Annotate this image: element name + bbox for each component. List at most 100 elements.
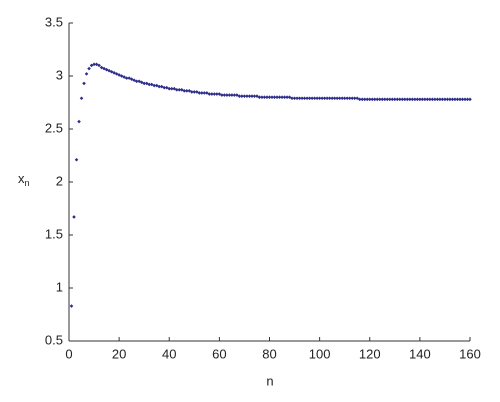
data-point: [164, 85, 169, 90]
data-point: [187, 89, 192, 93]
data-point: [443, 97, 447, 102]
data-point: [184, 89, 189, 93]
x-tick-label: 0: [65, 346, 72, 361]
data-point: [197, 91, 202, 95]
data-point: [182, 89, 187, 93]
data-point: [250, 94, 254, 98]
y-tick-label: 3: [56, 67, 63, 82]
data-point: [375, 97, 380, 102]
data-point: [342, 96, 347, 101]
data-point: [332, 96, 337, 101]
data-point: [340, 96, 344, 101]
data-point: [418, 97, 422, 102]
data-point: [352, 96, 357, 101]
x-tick-label: 160: [459, 346, 481, 361]
data-point: [72, 215, 76, 219]
data-point: [458, 97, 462, 102]
data-point: [275, 95, 279, 99]
data-point: [377, 97, 382, 102]
data-point: [322, 96, 327, 101]
data-point: [87, 66, 91, 71]
data-point: [423, 97, 427, 102]
data-point: [362, 97, 367, 102]
data-point: [300, 96, 304, 101]
y-tick-label: 1: [56, 279, 63, 294]
data-point: [127, 76, 131, 80]
data-point: [302, 96, 307, 101]
data-point: [460, 97, 465, 102]
data-point: [157, 84, 162, 89]
data-point: [282, 95, 287, 99]
data-point: [415, 97, 420, 102]
data-point: [280, 95, 284, 99]
data-point: [335, 96, 339, 101]
data-point: [435, 97, 440, 102]
data-point: [367, 97, 372, 102]
data-point: [79, 96, 84, 101]
data-point: [430, 97, 435, 102]
data-point: [74, 157, 79, 162]
data-point: [312, 96, 317, 101]
y-tick-label: 1.5: [45, 226, 63, 241]
data-point: [97, 63, 101, 68]
y-tick-label: 3.5: [45, 14, 63, 29]
data-point: [190, 90, 194, 94]
data-point: [297, 96, 302, 101]
data-point: [295, 96, 299, 101]
data-point: [382, 97, 387, 102]
data-point: [290, 96, 294, 101]
data-point: [242, 94, 247, 98]
data-point: [252, 94, 257, 98]
data-point: [292, 96, 297, 101]
data-point: [347, 96, 352, 101]
data-point: [468, 97, 472, 102]
data-point: [240, 94, 244, 98]
data-point: [149, 82, 154, 87]
data-point: [272, 95, 277, 99]
data-point: [403, 97, 407, 102]
y-tick-label: 2: [56, 173, 63, 188]
data-point: [265, 95, 269, 99]
data-point: [393, 97, 397, 102]
data-point: [77, 119, 81, 124]
data-point: [232, 93, 237, 97]
data-point: [372, 97, 377, 102]
data-point: [453, 97, 457, 102]
data-point: [245, 94, 249, 98]
data-point: [92, 62, 96, 67]
data-point: [142, 81, 146, 86]
data-point: [305, 96, 309, 101]
data-point: [202, 91, 207, 95]
data-point: [350, 96, 355, 101]
data-point: [147, 82, 151, 87]
data-point: [360, 97, 365, 102]
y-tick-label: 2.5: [45, 120, 63, 135]
data-point: [307, 96, 312, 101]
data-point: [310, 96, 314, 101]
data-point: [380, 97, 385, 102]
data-point: [212, 92, 217, 96]
x-tick-label: 60: [212, 346, 226, 361]
data-point: [448, 97, 452, 102]
data-point: [357, 97, 362, 102]
data-point: [215, 92, 219, 96]
data-point: [445, 97, 450, 102]
data-point: [440, 97, 445, 102]
data-point: [425, 97, 430, 102]
data-point: [225, 93, 229, 97]
data-point: [227, 93, 232, 97]
x-tick-label: 140: [409, 346, 431, 361]
data-point: [207, 92, 212, 96]
data-point: [134, 79, 139, 84]
data-point: [235, 93, 239, 97]
data-point: [267, 95, 272, 99]
data-point: [337, 96, 342, 101]
data-point: [438, 97, 442, 102]
data-point: [390, 97, 395, 102]
data-point: [385, 97, 390, 102]
data-point: [257, 95, 262, 99]
data-point: [408, 97, 412, 102]
data-point: [420, 97, 425, 102]
x-axis-label: n: [266, 373, 273, 388]
